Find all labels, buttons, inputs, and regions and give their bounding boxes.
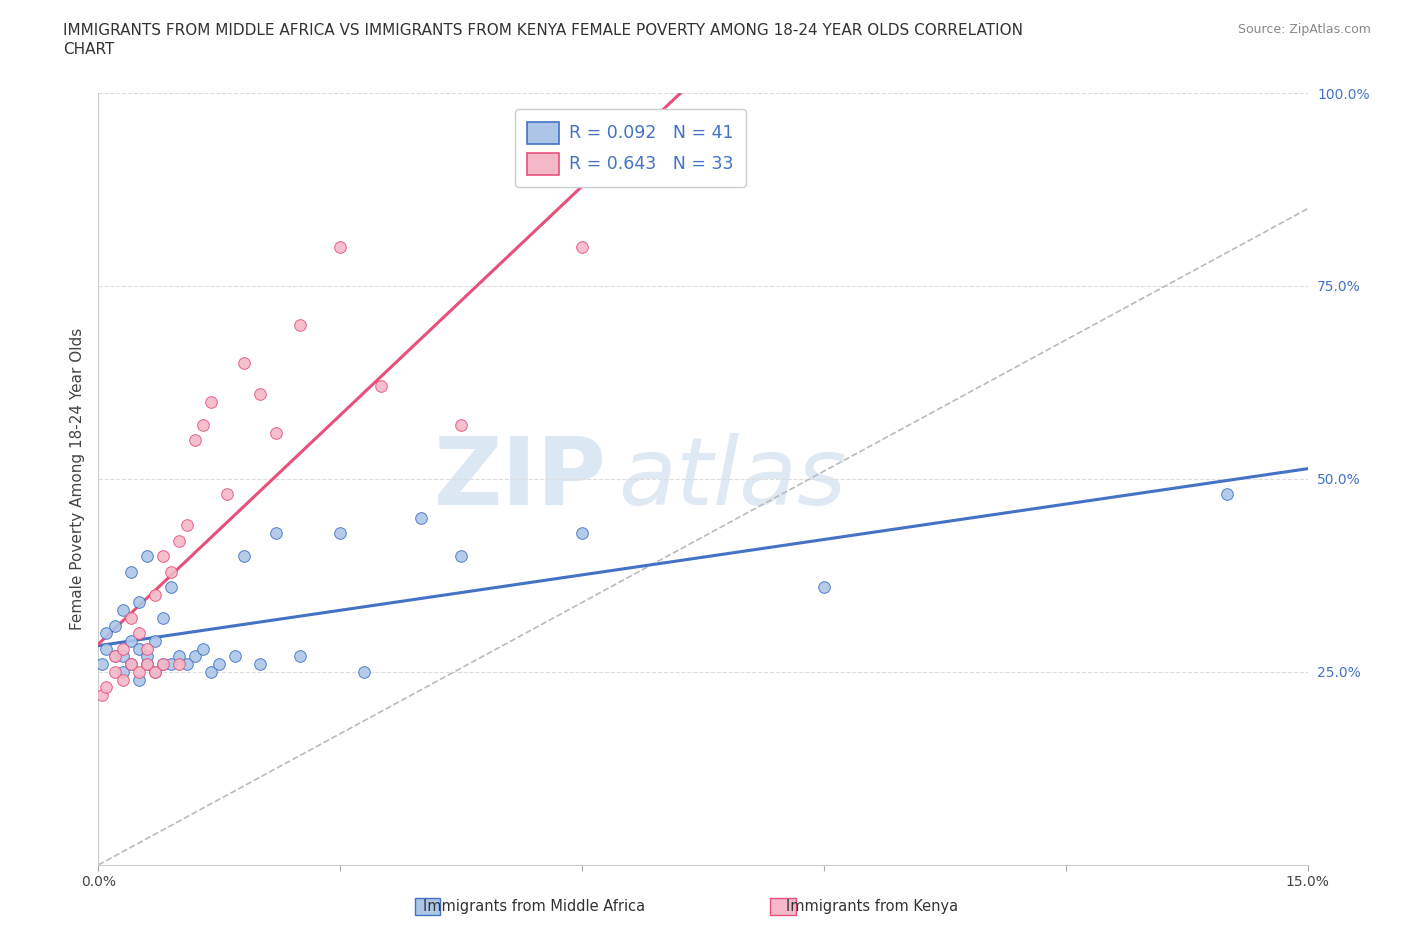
Y-axis label: Female Poverty Among 18-24 Year Olds: Female Poverty Among 18-24 Year Olds bbox=[69, 328, 84, 631]
Point bbox=[167, 649, 190, 664]
Point bbox=[135, 657, 157, 671]
Point bbox=[96, 680, 118, 695]
Point bbox=[152, 610, 174, 625]
Point bbox=[120, 657, 142, 671]
Point bbox=[232, 356, 254, 371]
Point bbox=[409, 510, 432, 525]
Point bbox=[103, 665, 125, 680]
Point bbox=[249, 657, 271, 671]
Point bbox=[692, 147, 714, 162]
Point bbox=[184, 433, 207, 448]
Point bbox=[120, 657, 142, 671]
Point bbox=[160, 579, 183, 594]
Point bbox=[128, 665, 150, 680]
Point bbox=[184, 649, 207, 664]
Point bbox=[193, 418, 215, 432]
Point bbox=[120, 633, 142, 648]
Point bbox=[111, 642, 134, 657]
Point bbox=[200, 665, 222, 680]
Point bbox=[249, 387, 271, 402]
Point bbox=[111, 649, 134, 664]
Point bbox=[135, 657, 157, 671]
Point bbox=[128, 642, 150, 657]
Point bbox=[200, 394, 222, 409]
Point bbox=[370, 379, 392, 393]
Text: Source: ZipAtlas.com: Source: ZipAtlas.com bbox=[1237, 23, 1371, 36]
Point bbox=[329, 240, 352, 255]
Point bbox=[160, 565, 183, 579]
Point bbox=[450, 549, 472, 564]
Point bbox=[152, 657, 174, 671]
Point bbox=[176, 657, 198, 671]
Point bbox=[152, 549, 174, 564]
Point bbox=[120, 610, 142, 625]
Point bbox=[91, 657, 114, 671]
Text: atlas: atlas bbox=[619, 433, 846, 525]
Point bbox=[96, 642, 118, 657]
Point bbox=[135, 649, 157, 664]
Point bbox=[135, 549, 157, 564]
Point bbox=[176, 518, 198, 533]
Point bbox=[111, 665, 134, 680]
Point bbox=[103, 649, 125, 664]
Point bbox=[288, 317, 311, 332]
Point bbox=[128, 595, 150, 610]
Point bbox=[103, 618, 125, 633]
Point bbox=[96, 626, 118, 641]
Text: Immigrants from Kenya: Immigrants from Kenya bbox=[786, 899, 957, 914]
Point bbox=[264, 525, 287, 540]
Point bbox=[353, 665, 375, 680]
Point bbox=[217, 487, 239, 502]
Point bbox=[450, 418, 472, 432]
Point bbox=[571, 525, 593, 540]
Point bbox=[167, 533, 190, 548]
Point bbox=[232, 549, 254, 564]
Point bbox=[111, 672, 134, 687]
Point bbox=[288, 649, 311, 664]
Point bbox=[143, 633, 166, 648]
Point bbox=[264, 425, 287, 440]
Point bbox=[208, 657, 231, 671]
Point bbox=[167, 657, 190, 671]
Point bbox=[128, 672, 150, 687]
Text: ZIP: ZIP bbox=[433, 433, 606, 525]
Point bbox=[143, 588, 166, 603]
Point bbox=[1216, 487, 1239, 502]
Point bbox=[111, 603, 134, 618]
Legend: R = 0.092   N = 41, R = 0.643   N = 33: R = 0.092 N = 41, R = 0.643 N = 33 bbox=[515, 110, 745, 187]
Point bbox=[329, 525, 352, 540]
Point bbox=[160, 657, 183, 671]
Point bbox=[128, 626, 150, 641]
Point bbox=[813, 579, 835, 594]
Point bbox=[103, 649, 125, 664]
Text: CHART: CHART bbox=[63, 42, 115, 57]
Point bbox=[224, 649, 246, 664]
Text: IMMIGRANTS FROM MIDDLE AFRICA VS IMMIGRANTS FROM KENYA FEMALE POVERTY AMONG 18-2: IMMIGRANTS FROM MIDDLE AFRICA VS IMMIGRA… bbox=[63, 23, 1024, 38]
Point bbox=[152, 657, 174, 671]
Point bbox=[91, 687, 114, 702]
Point bbox=[143, 665, 166, 680]
Point bbox=[143, 665, 166, 680]
Point bbox=[135, 642, 157, 657]
Point bbox=[120, 565, 142, 579]
Point bbox=[193, 642, 215, 657]
Point bbox=[571, 240, 593, 255]
Text: Immigrants from Middle Africa: Immigrants from Middle Africa bbox=[423, 899, 645, 914]
